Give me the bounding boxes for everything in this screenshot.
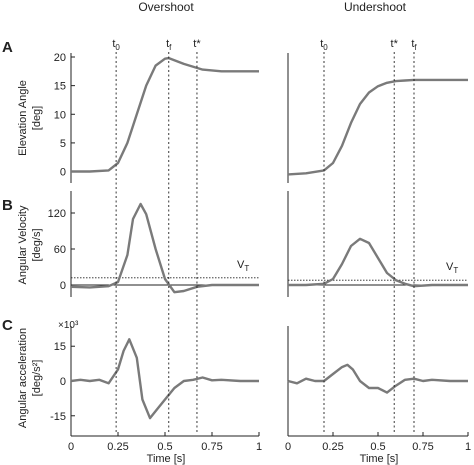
series-line-a-undershoot	[287, 78, 468, 176]
x-tick-label-overshoot-1: 1	[256, 441, 262, 453]
marker-label-overshoot-t0: t0	[112, 38, 120, 52]
threshold-label-b-overshoot: VT	[237, 259, 249, 273]
x-tick-label-overshoot-0.75: 0.75	[201, 441, 222, 453]
ylabel-a-line1: Elevation Angle	[17, 80, 29, 156]
x-tick-label-undershoot-0.5: 0.5	[370, 441, 385, 453]
marker-label-overshoot-tf: tf	[166, 38, 172, 52]
y-tick-label-c-overshoot-15: 15	[54, 341, 66, 353]
ylabel-b-line1: Angular Velocity	[17, 205, 29, 284]
c-exponent-label: ×10³	[58, 320, 79, 331]
column-title-undershoot: Undershoot	[344, 0, 407, 14]
threshold-label-b-undershoot: VT	[446, 261, 458, 275]
marker-label-undershoot-tstar: t*	[391, 38, 399, 50]
series-line-c-undershoot	[287, 363, 468, 394]
panel-letter-b: B	[2, 197, 13, 214]
y-tick-label-c-overshoot--15: -15	[50, 411, 66, 423]
marker-label-undershoot-tf: tf	[411, 38, 417, 52]
xlabel-undershoot: Time [s]	[360, 453, 399, 465]
marker-label-overshoot-tstar: t*	[193, 38, 201, 50]
x-tick-label-undershoot-0: 0	[285, 441, 291, 453]
y-tick-label-b-overshoot-0: 0	[60, 280, 66, 292]
y-tick-label-c-overshoot-0: 0	[60, 376, 66, 388]
x-tick-label-overshoot-0.5: 0.5	[157, 441, 172, 453]
y-tick-label-b-overshoot-120: 120	[48, 208, 66, 220]
y-tick-label-b-overshoot-60: 60	[54, 244, 66, 256]
x-tick-label-undershoot-0.75: 0.75	[412, 441, 433, 453]
ylabel-c-line1: Angular acceleration	[17, 328, 29, 428]
column-title-overshoot: Overshoot	[138, 0, 194, 14]
y-tick-label-a-overshoot-10: 10	[54, 109, 66, 121]
y-tick-label-a-overshoot-15: 15	[54, 81, 66, 93]
marker-label-undershoot-t0: t0	[320, 38, 328, 52]
y-tick-label-a-overshoot-0: 0	[60, 167, 66, 179]
y-tick-label-a-overshoot-5: 5	[60, 138, 66, 150]
x-tick-label-undershoot-0.25: 0.25	[322, 441, 343, 453]
panel-letter-a: A	[2, 39, 13, 56]
ylabel-b-line2: [deg/s]	[31, 228, 43, 261]
x-tick-label-undershoot-1: 1	[465, 441, 471, 453]
panel-letter-c: C	[2, 317, 13, 334]
ylabel-c-line2: [deg/s²]	[31, 360, 43, 397]
series-line-b-undershoot	[288, 237, 468, 288]
y-tick-label-a-overshoot-20: 20	[54, 52, 66, 64]
series-line-b-overshoot	[70, 202, 259, 294]
xlabel-overshoot: Time [s]	[147, 453, 186, 465]
x-tick-label-overshoot-0.25: 0.25	[107, 441, 128, 453]
x-tick-label-overshoot-0: 0	[68, 441, 74, 453]
series-line-a-overshoot	[71, 56, 259, 173]
ylabel-a-line2: [deg]	[31, 106, 43, 130]
series-line-c-overshoot	[70, 338, 259, 420]
